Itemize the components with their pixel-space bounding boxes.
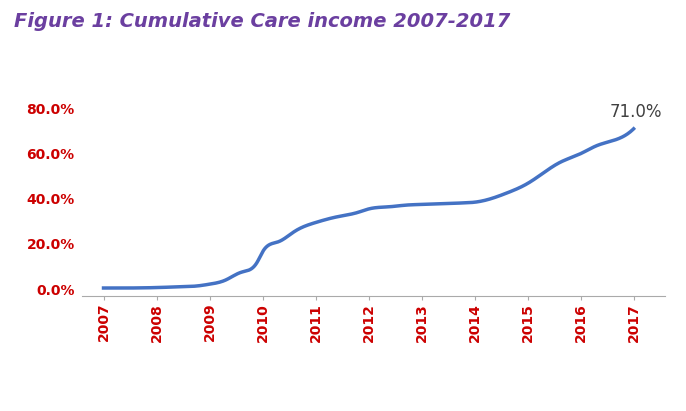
Text: 71.0%: 71.0% <box>610 103 662 121</box>
Text: Figure 1: Cumulative Care income 2007-2017: Figure 1: Cumulative Care income 2007-20… <box>14 12 510 31</box>
